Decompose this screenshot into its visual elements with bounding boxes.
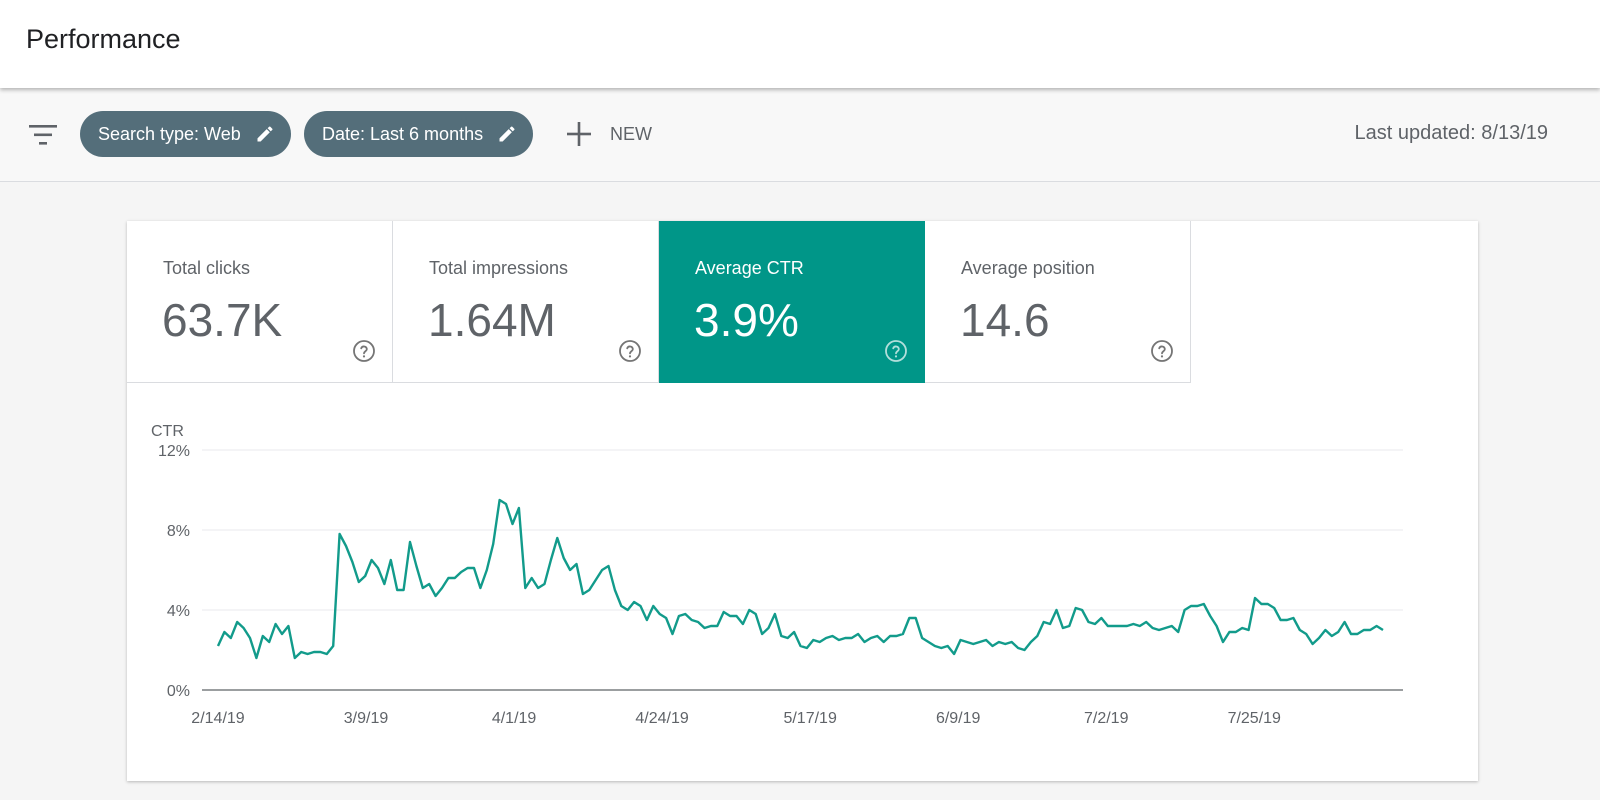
last-updated: Last updated: 8/13/19 <box>1354 122 1549 144</box>
pencil-icon[interactable] <box>497 124 517 144</box>
metric-label: Total clicks <box>163 258 251 278</box>
x-tick-label: 4/1/19 <box>492 710 537 727</box>
metric-value: 1.64M <box>428 294 556 346</box>
x-tick-label: 2/14/19 <box>191 710 244 727</box>
x-tick-label: 6/9/19 <box>936 710 981 727</box>
pencil-icon[interactable] <box>255 124 275 144</box>
metric-average-position[interactable]: Average position 14.6 <box>925 221 1191 383</box>
help-icon[interactable] <box>884 339 908 363</box>
search-type-chip[interactable]: Search type: Web <box>80 111 291 157</box>
y-tick-label: 12% <box>158 443 190 460</box>
y-tick-label: 0% <box>167 683 190 700</box>
help-icon[interactable] <box>1150 339 1174 363</box>
new-filter-label: NEW <box>610 123 652 144</box>
y-axis-label: CTR <box>151 423 184 440</box>
date-range-chip[interactable]: Date: Last 6 months <box>304 111 534 157</box>
metric-label: Average CTR <box>695 258 804 278</box>
filter-list-icon[interactable] <box>29 123 59 147</box>
performance-card: Total clicks 63.7K Total impressions 1.6… <box>127 221 1478 781</box>
help-icon[interactable] <box>618 339 642 363</box>
date-range-chip-label: Date: Last 6 months <box>322 123 484 144</box>
plus-icon <box>567 122 591 146</box>
x-tick-label: 3/9/19 <box>344 710 389 727</box>
x-tick-label: 4/24/19 <box>635 710 688 727</box>
metric-value: 63.7K <box>162 294 283 346</box>
x-tick-label: 7/2/19 <box>1084 710 1129 727</box>
y-tick-label: 8% <box>167 523 190 540</box>
search-type-chip-label: Search type: Web <box>98 123 241 144</box>
metric-label: Total impressions <box>429 258 569 278</box>
metric-label: Average position <box>961 258 1095 278</box>
metric-value: 3.9% <box>694 294 799 346</box>
x-tick-label: 5/17/19 <box>783 710 836 727</box>
top-app-bar: Performance <box>0 0 1600 88</box>
metric-total-clicks[interactable]: Total clicks 63.7K <box>127 221 393 383</box>
ctr-series-line <box>216 498 1384 660</box>
new-filter-button[interactable]: NEW <box>566 116 652 152</box>
ctr-line-chart: CTR 0% 4% 8% 12% 2/14/19 3/9/19 4/1/19 4/24/19… <box>151 423 1403 727</box>
x-tick-label: 7/25/19 <box>1228 710 1281 727</box>
metric-total-impressions[interactable]: Total impressions 1.64M <box>393 221 659 383</box>
page-title: Performance <box>26 24 181 54</box>
metric-average-ctr[interactable]: Average CTR 3.9% <box>659 221 925 383</box>
y-tick-label: 4% <box>167 603 190 620</box>
help-icon[interactable] <box>352 339 376 363</box>
metric-value: 14.6 <box>960 294 1050 346</box>
